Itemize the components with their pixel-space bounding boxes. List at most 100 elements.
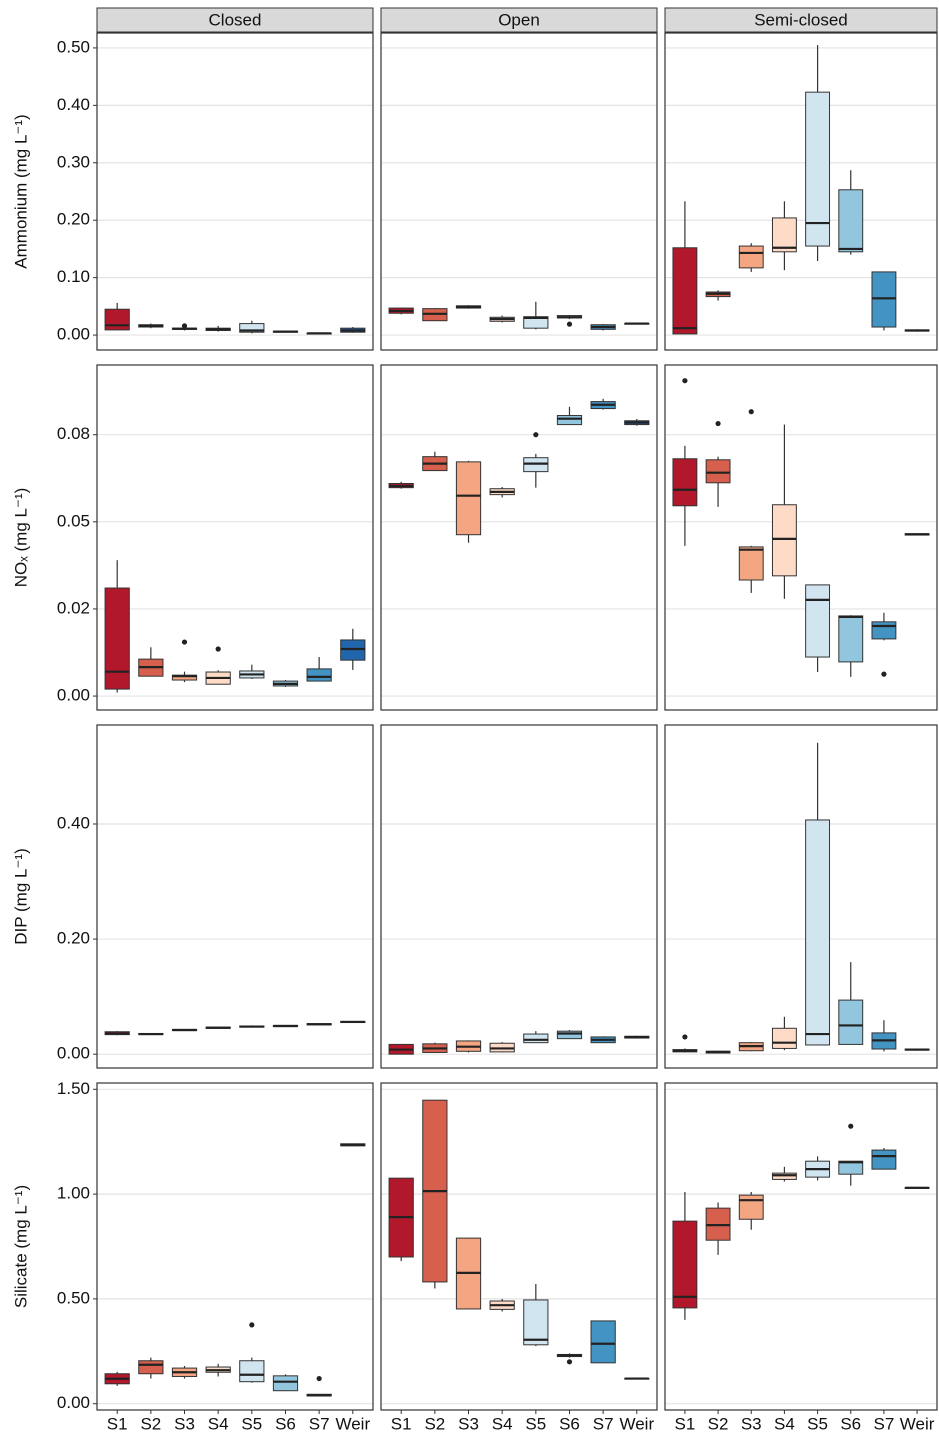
panel-border xyxy=(380,364,658,711)
panel-border xyxy=(96,32,374,351)
y-tick-label: 0.08 xyxy=(57,424,90,443)
outlier xyxy=(533,432,539,438)
y-tick-label: 0.50 xyxy=(57,1288,90,1307)
outlier xyxy=(181,639,188,645)
y-tick-label: 1.50 xyxy=(57,1079,90,1098)
y-tick-label: 0.00 xyxy=(57,1393,90,1412)
x-tick-label: S1 xyxy=(391,1414,412,1433)
x-tick-label: S2 xyxy=(424,1414,445,1433)
outlier xyxy=(181,323,188,329)
box xyxy=(104,308,130,331)
panel-border xyxy=(380,32,658,351)
x-tick-label: S2 xyxy=(708,1414,729,1433)
y-tick-label: 0.40 xyxy=(57,813,90,832)
x-tick-label: Weir xyxy=(619,1414,654,1433)
box xyxy=(556,415,583,426)
x-tick-label: S6 xyxy=(840,1414,861,1433)
box xyxy=(455,461,482,536)
x-tick-label: S7 xyxy=(593,1414,614,1433)
y-axis-label: Silicate (mg L⁻¹) xyxy=(11,1185,30,1308)
outlier xyxy=(881,671,887,677)
y-tick-label: 0.20 xyxy=(57,929,90,948)
box xyxy=(523,1033,549,1044)
x-tick-label: S2 xyxy=(140,1414,161,1433)
box xyxy=(672,247,698,335)
panel-border xyxy=(96,364,374,711)
box xyxy=(705,459,731,484)
box xyxy=(672,458,698,507)
box xyxy=(805,91,831,247)
outlier xyxy=(715,420,721,427)
panel-border xyxy=(664,724,938,1069)
panel-border xyxy=(96,1082,374,1411)
outlier xyxy=(848,1123,854,1129)
box xyxy=(523,316,549,329)
facet-label: Open xyxy=(498,10,540,29)
outlier xyxy=(215,646,221,652)
facet-strip xyxy=(664,7,938,33)
box xyxy=(871,1149,897,1170)
outlier xyxy=(566,1359,573,1365)
y-tick-label: 0.10 xyxy=(57,267,90,286)
facet-strip xyxy=(380,7,658,33)
y-axis-label: DIP (mg L⁻¹) xyxy=(11,848,30,945)
x-tick-label: S5 xyxy=(807,1414,828,1433)
y-tick-label: 1.00 xyxy=(57,1184,90,1203)
box xyxy=(239,323,265,333)
box xyxy=(805,584,831,658)
box xyxy=(738,1194,764,1220)
y-axis-label: NOₓ (mg L⁻¹) xyxy=(11,488,30,588)
x-tick-label: S4 xyxy=(774,1414,795,1433)
outlier xyxy=(249,1322,255,1328)
y-tick-label: 0.50 xyxy=(57,37,90,56)
box xyxy=(805,819,831,1046)
x-tick-label: S5 xyxy=(241,1414,262,1433)
panel-border xyxy=(664,364,938,711)
x-tick-label: S3 xyxy=(741,1414,762,1433)
y-axis-label: Ammonium (mg L⁻¹) xyxy=(11,114,30,268)
box xyxy=(838,999,864,1045)
x-tick-label: Weir xyxy=(900,1414,935,1433)
y-tick-label: 0.40 xyxy=(57,95,90,114)
box xyxy=(771,1027,797,1049)
x-tick-label: S1 xyxy=(107,1414,128,1433)
box xyxy=(738,546,764,581)
panel-border xyxy=(380,1082,658,1411)
box xyxy=(838,189,864,253)
x-tick-label: S6 xyxy=(559,1414,580,1433)
facet-label: Closed xyxy=(209,10,262,29)
outlier xyxy=(682,1034,688,1040)
y-tick-label: 0.00 xyxy=(57,325,90,344)
outlier xyxy=(748,409,754,415)
box xyxy=(556,1030,583,1040)
x-tick-label: S3 xyxy=(174,1414,195,1433)
outlier xyxy=(316,1375,322,1382)
panel-border xyxy=(380,724,658,1069)
box xyxy=(838,615,864,663)
box xyxy=(306,668,332,682)
x-tick-label: S4 xyxy=(208,1414,229,1433)
box xyxy=(590,1320,616,1364)
box xyxy=(738,245,764,269)
x-tick-label: Weir xyxy=(335,1414,370,1433)
x-tick-label: S7 xyxy=(874,1414,895,1433)
y-tick-label: 0.00 xyxy=(57,1044,90,1063)
box xyxy=(771,504,797,577)
y-tick-label: 0.02 xyxy=(57,598,90,617)
outlier xyxy=(682,378,688,384)
box xyxy=(523,1299,549,1346)
panel-border xyxy=(96,724,374,1069)
facet-label: Semi-closed xyxy=(754,10,848,29)
box xyxy=(104,587,130,690)
facet-strip xyxy=(96,7,374,33)
box xyxy=(239,1360,265,1383)
y-tick-label: 0.00 xyxy=(57,686,90,705)
panel-border xyxy=(664,1082,938,1411)
x-tick-label: S3 xyxy=(458,1414,479,1433)
box xyxy=(871,621,897,640)
box xyxy=(138,1360,164,1375)
box xyxy=(672,1220,698,1309)
x-tick-label: S1 xyxy=(675,1414,696,1433)
box xyxy=(771,217,797,253)
